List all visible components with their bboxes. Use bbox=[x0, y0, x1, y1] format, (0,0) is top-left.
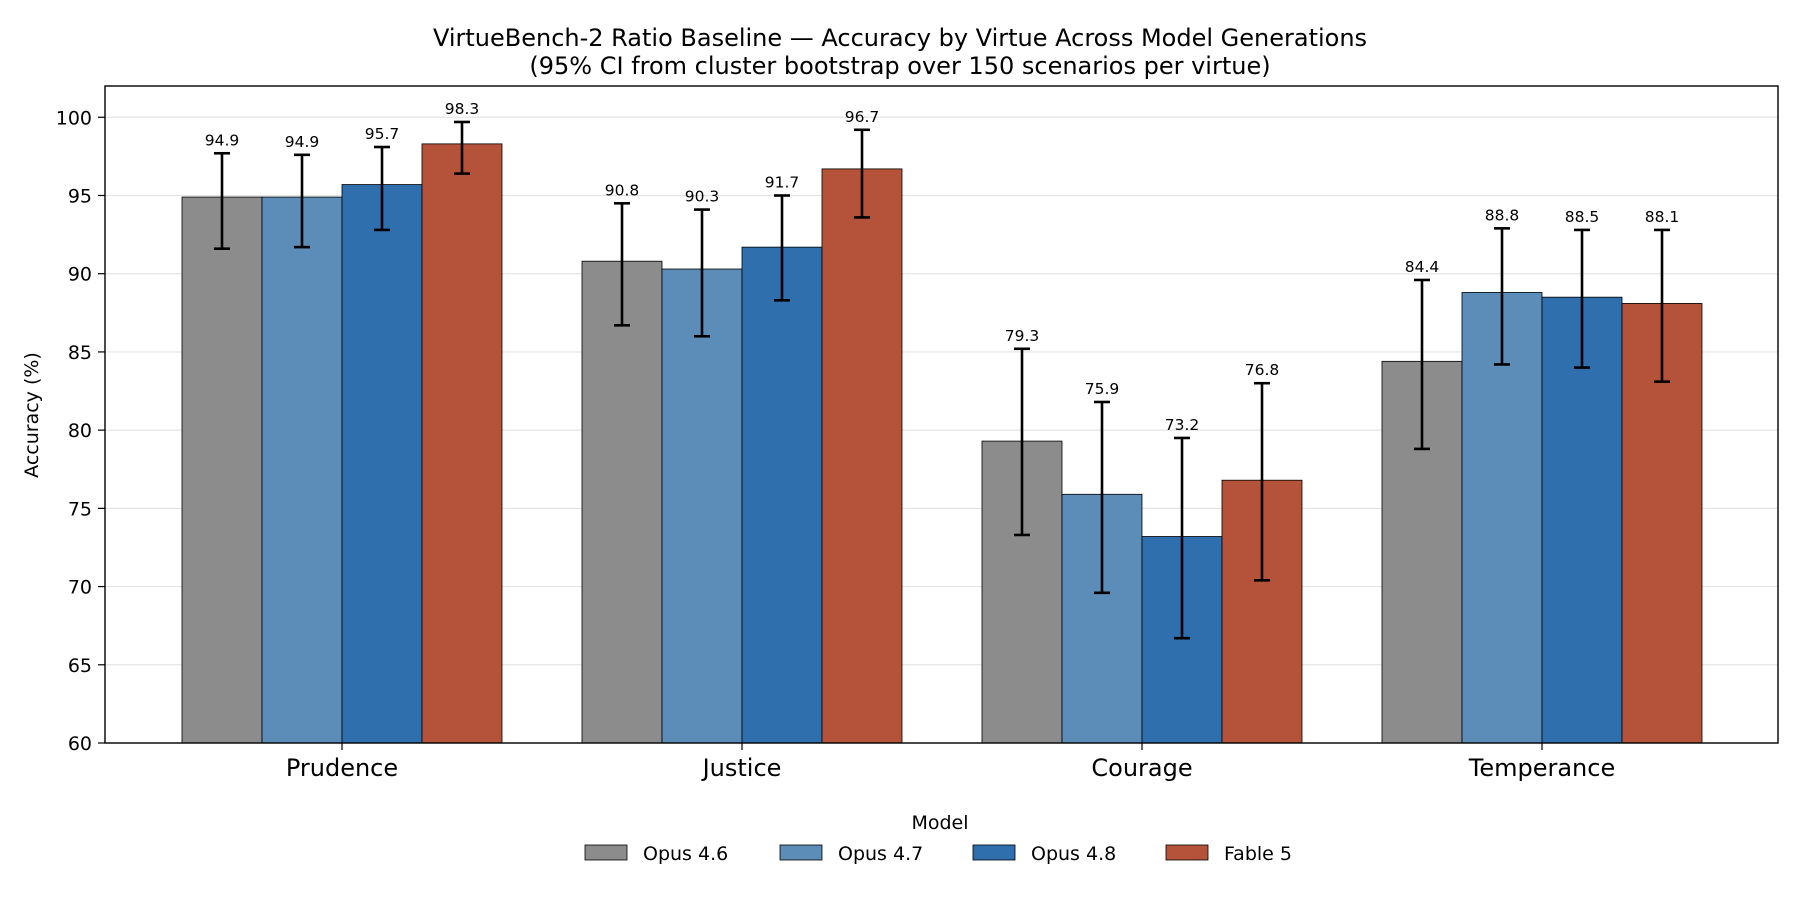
bar bbox=[421, 143, 503, 744]
y-tick-label: 80 bbox=[68, 420, 92, 442]
data-label: 96.7 bbox=[845, 108, 880, 126]
legend-item: Opus 4.7 bbox=[779, 843, 923, 865]
error-bar bbox=[1014, 347, 1030, 537]
error-bar bbox=[1174, 436, 1190, 640]
legend-item: Fable 5 bbox=[1165, 843, 1292, 865]
error-bar bbox=[1574, 228, 1590, 369]
y-tick-label: 95 bbox=[68, 186, 92, 208]
legend-swatch bbox=[779, 844, 823, 861]
data-label: 95.7 bbox=[365, 125, 400, 143]
data-label: 94.9 bbox=[285, 133, 320, 151]
error-bar bbox=[1254, 381, 1270, 582]
error-bars bbox=[214, 120, 1670, 640]
legend-label: Opus 4.6 bbox=[643, 843, 728, 865]
bar bbox=[661, 268, 743, 744]
bar bbox=[1461, 292, 1543, 744]
data-label: 90.3 bbox=[685, 188, 720, 206]
data-label: 79.3 bbox=[1005, 327, 1040, 345]
y-tick-label: 90 bbox=[68, 264, 92, 286]
x-tick-label: Justice bbox=[701, 754, 782, 782]
x-axis: Prudence Justice Courage Temperance bbox=[286, 743, 1615, 782]
legend-item: Opus 4.8 bbox=[972, 843, 1116, 865]
y-tick-label: 70 bbox=[68, 577, 92, 599]
x-tick-label: Prudence bbox=[286, 754, 398, 782]
data-label: 76.8 bbox=[1245, 361, 1280, 379]
bar bbox=[341, 184, 423, 744]
y-tick-label: 100 bbox=[56, 107, 92, 129]
legend-swatch bbox=[1165, 844, 1209, 861]
error-bar bbox=[214, 151, 230, 250]
error-bar bbox=[374, 145, 390, 232]
error-bar bbox=[854, 128, 870, 219]
bar bbox=[821, 168, 903, 744]
bar bbox=[181, 196, 263, 744]
error-bar bbox=[1654, 228, 1670, 383]
data-label: 75.9 bbox=[1085, 380, 1120, 398]
legend-swatch bbox=[972, 844, 1016, 861]
chart-title: VirtueBench-2 Ratio Baseline — Accuracy … bbox=[433, 24, 1367, 52]
error-bar bbox=[1414, 278, 1430, 451]
legend-items: Opus 4.6 Opus 4.7 Opus 4.8 Fable 5 bbox=[584, 843, 1292, 865]
y-tick-label: 65 bbox=[68, 655, 92, 677]
x-tick-label: Courage bbox=[1091, 754, 1192, 782]
y-tick-label: 75 bbox=[68, 498, 92, 520]
bar bbox=[741, 246, 823, 744]
y-tick-label: 60 bbox=[68, 733, 92, 755]
data-label: 90.8 bbox=[605, 181, 640, 199]
error-bar bbox=[1494, 227, 1510, 366]
y-tick-label: 85 bbox=[68, 342, 92, 364]
legend-title: Model bbox=[911, 812, 968, 834]
data-label: 73.2 bbox=[1165, 416, 1200, 434]
error-bar bbox=[454, 120, 470, 175]
plot-frame bbox=[104, 85, 1779, 744]
error-bar bbox=[774, 194, 790, 302]
x-tick-label: Temperance bbox=[1468, 754, 1615, 782]
legend: Model Opus 4.6 Opus 4.7 Opus 4.8 Fable 5 bbox=[584, 812, 1292, 865]
error-bar bbox=[294, 153, 310, 249]
legend-swatch bbox=[584, 844, 628, 861]
data-label: 88.8 bbox=[1485, 206, 1520, 224]
chart-subtitle: (95% CI from cluster bootstrap over 150 … bbox=[529, 52, 1270, 80]
legend-label: Fable 5 bbox=[1224, 843, 1292, 865]
error-bar bbox=[1094, 400, 1110, 595]
data-label: 94.9 bbox=[205, 131, 240, 149]
data-label: 84.4 bbox=[1405, 258, 1440, 276]
data-label: 98.3 bbox=[445, 100, 480, 118]
data-label: 91.7 bbox=[765, 174, 800, 192]
data-label: 88.5 bbox=[1565, 208, 1600, 226]
y-axis-label: Accuracy (%) bbox=[21, 352, 43, 478]
y-axis: 60 65 70 75 80 85 90 95 100 bbox=[56, 107, 105, 755]
error-bar bbox=[694, 208, 710, 338]
legend-label: Opus 4.8 bbox=[1031, 843, 1116, 865]
bar bbox=[261, 196, 343, 744]
error-bar bbox=[614, 202, 630, 327]
legend-label: Opus 4.7 bbox=[838, 843, 923, 865]
bars bbox=[181, 143, 1703, 744]
legend-item: Opus 4.6 bbox=[584, 843, 728, 865]
data-labels: 94.9 94.9 95.7 98.3 90.8 90.3 91.7 96.7 79.3 75.9… bbox=[205, 100, 1680, 434]
bar bbox=[581, 260, 663, 744]
data-label: 88.1 bbox=[1645, 208, 1680, 226]
